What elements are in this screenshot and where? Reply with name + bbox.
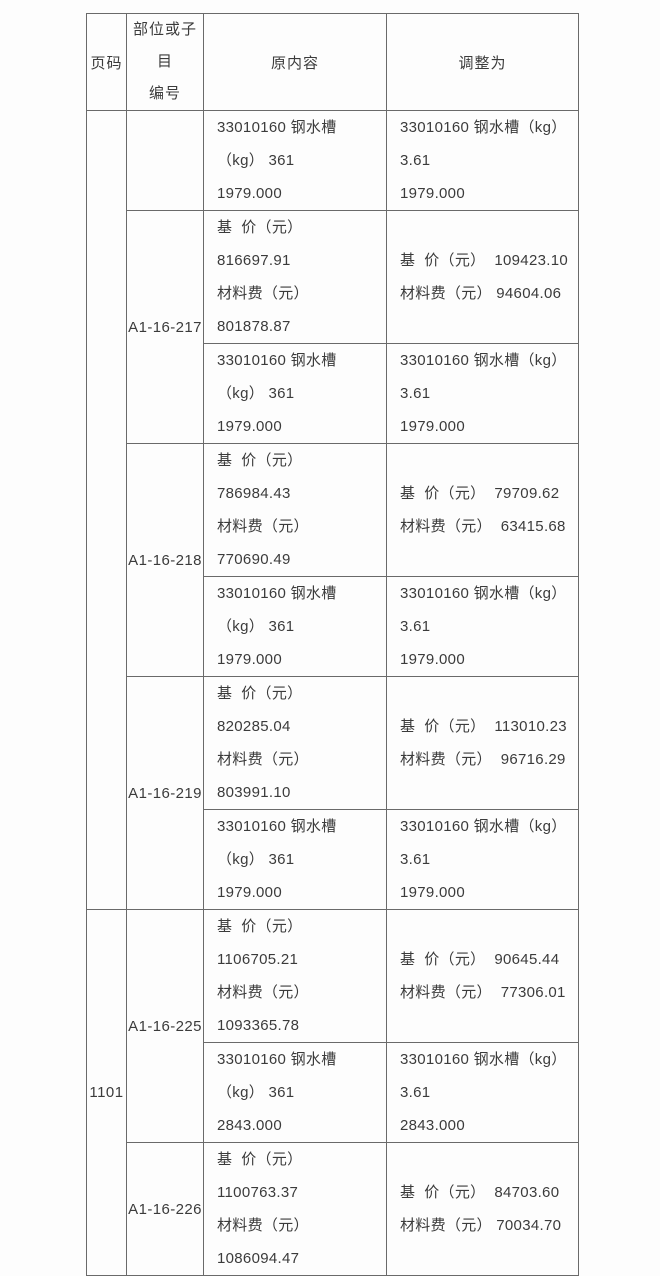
content-line: 33010160 钢水槽（kg） 361 [217, 352, 337, 402]
content-line: 材料费（元） 801878.87 [217, 285, 318, 335]
content-line: 33010160 钢水槽（kg） 3.61 [400, 119, 572, 169]
adjusted-content-cell: 33010160 钢水槽（kg） 3.61 1979.000 [386, 809, 579, 910]
content-line: 基 价（元） 1100763.37 [217, 1151, 312, 1201]
adjusted-content-cell: 基 价（元） 84703.60 材料费（元） 70034.70 [386, 1142, 579, 1276]
content-line: 33010160 钢水槽（kg） 361 [217, 585, 337, 635]
item-code-cell-empty [126, 110, 204, 211]
original-content-cell: 33010160 钢水槽（kg） 361 1979.000 [203, 576, 387, 677]
adjusted-content-cell: 基 价（元） 113010.23 材料费（元） 96716.29 [386, 676, 579, 810]
content-line: 1979.000 [400, 884, 465, 901]
content-line: 基 价（元） 1106705.21 [217, 918, 312, 968]
table-row: 1101 A1-16-225 基 价（元） 1106705.21 材料费（元） … [86, 909, 579, 1276]
column-header-item-number: 部位或子目 编号 [126, 13, 204, 111]
content-line: 1979.000 [217, 185, 282, 202]
header-row: 页码 部位或子目 编号 原内容 调整为 [86, 13, 579, 111]
content-line: 1979.000 [400, 418, 465, 435]
adjusted-content-cell: 基 价（元） 109423.10 材料费（元） 94604.06 [386, 210, 579, 344]
page-cell-group1 [86, 110, 127, 910]
content-line: 基 价（元） 786984.43 [217, 452, 312, 502]
item-code-cell: A1-16-226 [126, 1142, 204, 1276]
content-line: 33010160 钢水槽（kg） 361 [217, 1051, 337, 1101]
content-line: 基 价（元） 816697.91 [217, 219, 312, 269]
content-line: 材料费（元） 77306.01 [400, 984, 566, 1001]
content-line: 33010160 钢水槽（kg） 3.61 [400, 818, 572, 868]
table-row: A1-16-218 基 价（元） 786984.43 材料费（元） 770690… [87, 443, 579, 677]
content-line: 1979.000 [217, 884, 282, 901]
adjusted-content-cell: 基 价（元） 90645.44 材料费（元） 77306.01 [386, 909, 579, 1043]
column-header-item-line1: 部位或子目 [132, 21, 197, 70]
table-row: A1-16-226 基 价（元） 1100763.37 材料费（元） 10860… [87, 1142, 579, 1276]
content-line: 基 价（元） 90645.44 [400, 951, 560, 968]
original-content-cell: 基 价（元） 816697.91 材料费（元） 801878.87 [203, 210, 387, 344]
column-header-page: 页码 [86, 13, 127, 111]
original-content-cell: 基 价（元） 1100763.37 材料费（元） 1086094.47 [203, 1142, 387, 1276]
content-line: 基 价（元） 79709.62 [400, 485, 560, 502]
original-content-cell: 33010160 钢水槽（kg） 361 1979.000 [203, 343, 387, 444]
content-line: 材料费（元） 1093365.78 [217, 984, 318, 1034]
table-row: 33010160 钢水槽（kg） 361 1979.000 33010160 钢… [87, 343, 579, 444]
content-line: 材料费（元） 803991.10 [217, 751, 318, 801]
original-content-cell: 33010160 钢水槽（kg） 361 2843.000 [203, 1042, 387, 1143]
content-line: 33010160 钢水槽（kg） 3.61 [400, 352, 572, 402]
original-content-cell: 基 价（元） 820285.04 材料费（元） 803991.10 [203, 676, 387, 810]
content-line: 材料费（元） 70034.70 [400, 1217, 562, 1234]
content-line: 1979.000 [400, 651, 465, 668]
adjusted-content-cell: 33010160 钢水槽（kg） 3.61 1979.000 [386, 576, 579, 677]
content-line: 2843.000 [217, 1117, 282, 1134]
content-line: 33010160 钢水槽（kg） 3.61 [400, 1051, 572, 1101]
adjusted-content-cell: 33010160 钢水槽（kg） 3.61 1979.000 [386, 110, 579, 211]
content-line: 2843.000 [400, 1117, 465, 1134]
table-row: 33010160 钢水槽（kg） 361 1979.000 33010160 钢… [87, 576, 579, 677]
item-code-cell: A1-16-217 [126, 210, 204, 444]
original-content-cell: 基 价（元） 1106705.21 材料费（元） 1093365.78 [203, 909, 387, 1043]
content-line: 材料费（元） 1086094.47 [217, 1217, 318, 1267]
content-line: 基 价（元） 109423.10 [400, 252, 568, 269]
item-code-cell: A1-16-225 [126, 909, 204, 1143]
content-line: 材料费（元） 94604.06 [400, 285, 562, 302]
content-line: 1979.000 [217, 418, 282, 435]
content-line: 33010160 钢水槽（kg） 361 [217, 119, 337, 169]
item-code-cell: A1-16-218 [126, 443, 204, 677]
content-line: 1979.000 [400, 185, 465, 202]
content-line: 基 价（元） 113010.23 [400, 718, 567, 735]
content-line: 材料费（元） 96716.29 [400, 751, 566, 768]
content-line: 33010160 钢水槽（kg） 361 [217, 818, 337, 868]
document-page: 页码 部位或子目 编号 原内容 调整为 33010160 钢水槽（kg） 361… [0, 13, 660, 1276]
original-content-cell: 基 价（元） 786984.43 材料费（元） 770690.49 [203, 443, 387, 577]
content-line: 材料费（元） 770690.49 [217, 518, 318, 568]
adjusted-content-cell: 33010160 钢水槽（kg） 3.61 1979.000 [386, 343, 579, 444]
content-line: 33010160 钢水槽（kg） 3.61 [400, 585, 572, 635]
original-content-cell: 33010160 钢水槽（kg） 361 1979.000 [203, 809, 387, 910]
table-row: A1-16-217 基 价（元） 816697.91 材料费（元） 801878… [87, 210, 579, 444]
adjustment-table: 页码 部位或子目 编号 原内容 调整为 33010160 钢水槽（kg） 361… [86, 13, 579, 1276]
content-line: 基 价（元） 84703.60 [400, 1184, 560, 1201]
content-line: 1979.000 [217, 651, 282, 668]
table-row: A1-16-219 基 价（元） 820285.04 材料费（元） 803991… [87, 676, 579, 910]
column-header-adjusted: 调整为 [386, 13, 579, 111]
column-header-original: 原内容 [203, 13, 387, 111]
column-header-item-line2: 编号 [148, 85, 181, 102]
page-cell-group2: 1101 [86, 909, 127, 1276]
table-row: 33010160 钢水槽（kg） 361 1979.000 33010160 钢… [86, 110, 579, 910]
item-code-cell: A1-16-219 [126, 676, 204, 910]
adjusted-content-cell: 33010160 钢水槽（kg） 3.61 2843.000 [386, 1042, 579, 1143]
content-line: 基 价（元） 820285.04 [217, 685, 312, 735]
original-content-cell: 33010160 钢水槽（kg） 361 1979.000 [203, 110, 387, 211]
content-line: 材料费（元） 63415.68 [400, 518, 566, 535]
adjusted-content-cell: 基 价（元） 79709.62 材料费（元） 63415.68 [386, 443, 579, 577]
